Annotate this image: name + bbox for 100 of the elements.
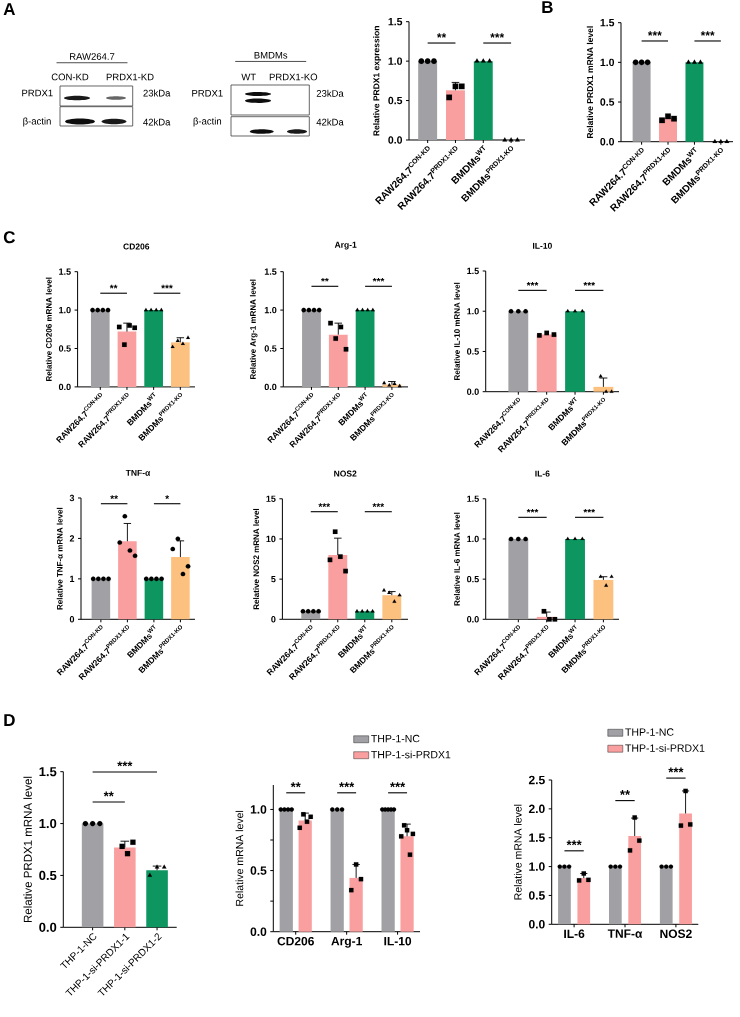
y-tick-label: 15	[266, 495, 276, 502]
y-axis-title: Relative NOS2 mRNA level	[253, 508, 260, 610]
chart-title: CD206	[123, 243, 150, 250]
y-tick-label: 0.5	[528, 891, 545, 900]
y-tick-label: 0.5	[467, 575, 479, 583]
text: B	[542, 1, 553, 13]
text: A	[3, 3, 16, 15]
legend-label: THP-1-NC	[371, 734, 420, 743]
x-tick-label: IL-6	[564, 929, 585, 938]
y-tick-label: 1.5	[264, 268, 277, 275]
y-tick-label: 0.5	[39, 870, 57, 881]
y-axis-title: Relative mRNA level	[513, 804, 522, 900]
y-tick-label: 3	[69, 494, 75, 502]
text: 23kDa	[143, 89, 171, 97]
legend-label: THP-1-si-PRDX1	[371, 750, 451, 759]
y-tick-label: 0.0	[250, 927, 267, 936]
y-tick-label: 0.5	[250, 866, 267, 875]
y-tick-label: 1.0	[388, 57, 403, 65]
y-tick-label: 2.0	[528, 804, 545, 814]
y-tick-label: 0.5	[467, 348, 479, 355]
x-tick-label: Arg-1	[331, 936, 362, 948]
annotation: **	[110, 495, 119, 500]
y-axis-title: Relative IL-10 mRNA level	[453, 282, 460, 380]
legend-label: THP-1-si-PRDX1	[625, 744, 705, 752]
y-tick-label: 1.5	[467, 267, 479, 275]
y-axis-title: Relative PRDX1 expression	[373, 26, 382, 136]
y-axis-title: Relative Arg-1 mRNA level	[249, 279, 258, 379]
text: BMDMs	[254, 51, 288, 59]
chart-title: IL-6	[535, 470, 550, 477]
y-tick-label: 10	[266, 535, 276, 543]
x-tick-label: CD206	[277, 936, 314, 946]
text: PRDX1	[22, 89, 53, 97]
y-tick-label: 1.5	[529, 833, 545, 842]
y-tick-label: 0.0	[388, 136, 403, 144]
y-axis-title: Relative TNF-α mRNA level	[56, 507, 63, 610]
y-tick-label: 0.5	[264, 345, 277, 352]
y-tick-label: 2.5	[528, 775, 545, 785]
y-axis-title: Relative IL-6 mRNA level	[453, 512, 460, 606]
y-tick-label: 1.0	[467, 308, 479, 315]
y-tick-label: 2	[69, 535, 75, 542]
text: RAW264.7	[69, 53, 115, 60]
legend-label: THP-1-NC	[625, 728, 674, 736]
annotation: ***	[647, 31, 662, 36]
x-tick-label: IL-10	[384, 936, 412, 946]
annotation: **	[109, 284, 118, 289]
text: 23kDa	[316, 89, 344, 97]
annotation: ***	[372, 277, 385, 282]
y-tick-label: 1.5	[600, 19, 615, 27]
y-tick-label: 0.0	[467, 616, 479, 623]
annotation: ***	[161, 284, 173, 289]
y-tick-label: 1.0	[467, 535, 479, 543]
chart-title: Arg-1	[334, 241, 357, 250]
annotation: ***	[490, 33, 505, 38]
y-tick-label: 1.0	[39, 818, 57, 829]
text: β-actin	[23, 117, 51, 127]
y-tick-label: 1.5	[39, 767, 57, 777]
text: 42kDa	[143, 118, 171, 126]
text: PRDX1-KO	[269, 73, 318, 81]
chart-title: IL-10	[533, 242, 552, 249]
annotation: **	[290, 782, 301, 788]
y-tick-label: 0.0	[528, 920, 545, 929]
y-tick-label: 1.0	[264, 306, 277, 314]
y-tick-label: 0.0	[600, 137, 615, 146]
y-tick-label: 0.0	[58, 383, 71, 391]
annotation: ***	[390, 782, 406, 788]
y-tick-label: 0.5	[58, 345, 71, 352]
x-tick-label: NOS2	[660, 929, 692, 938]
text: C	[3, 231, 16, 244]
y-tick-label: 5	[271, 575, 276, 583]
annotation: ***	[583, 281, 596, 286]
annotation: **	[103, 791, 114, 797]
y-tick-label: 0	[69, 616, 75, 623]
y-tick-label: 0.5	[600, 98, 615, 106]
text: β-actin	[193, 117, 222, 127]
y-tick-label: 0.0	[264, 383, 277, 391]
text: PRDX1-KD	[106, 73, 154, 81]
text: PRDX1	[192, 90, 223, 97]
annotation: **	[619, 790, 631, 795]
x-tick-label: TNF-α	[607, 929, 643, 938]
chart-title: TNF-α	[125, 469, 151, 476]
chart-title: NOS2	[334, 470, 357, 477]
y-tick-label: 1.0	[600, 58, 615, 67]
y-tick-label: 0.0	[467, 388, 479, 395]
annotation: *	[165, 495, 170, 500]
y-tick-label: 1.5	[388, 18, 403, 26]
annotation: ***	[339, 782, 355, 788]
annotation: ***	[372, 503, 385, 507]
text: D	[4, 714, 15, 726]
y-tick-label: 0.0	[39, 922, 57, 932]
annotation: ***	[526, 508, 539, 513]
annotation: ***	[566, 840, 582, 846]
y-tick-label: 1.5	[59, 268, 71, 275]
annotation: ***	[318, 503, 331, 507]
y-tick-label: 1.0	[529, 862, 545, 871]
y-axis-title: Relative CD206 mRNA level	[45, 277, 52, 382]
y-axis-title: Relative mRNA level	[235, 810, 244, 906]
y-tick-label: 1	[70, 575, 75, 582]
annotation: ***	[700, 31, 715, 36]
text: ***	[117, 761, 133, 767]
y-tick-label: 1.5	[467, 495, 479, 502]
